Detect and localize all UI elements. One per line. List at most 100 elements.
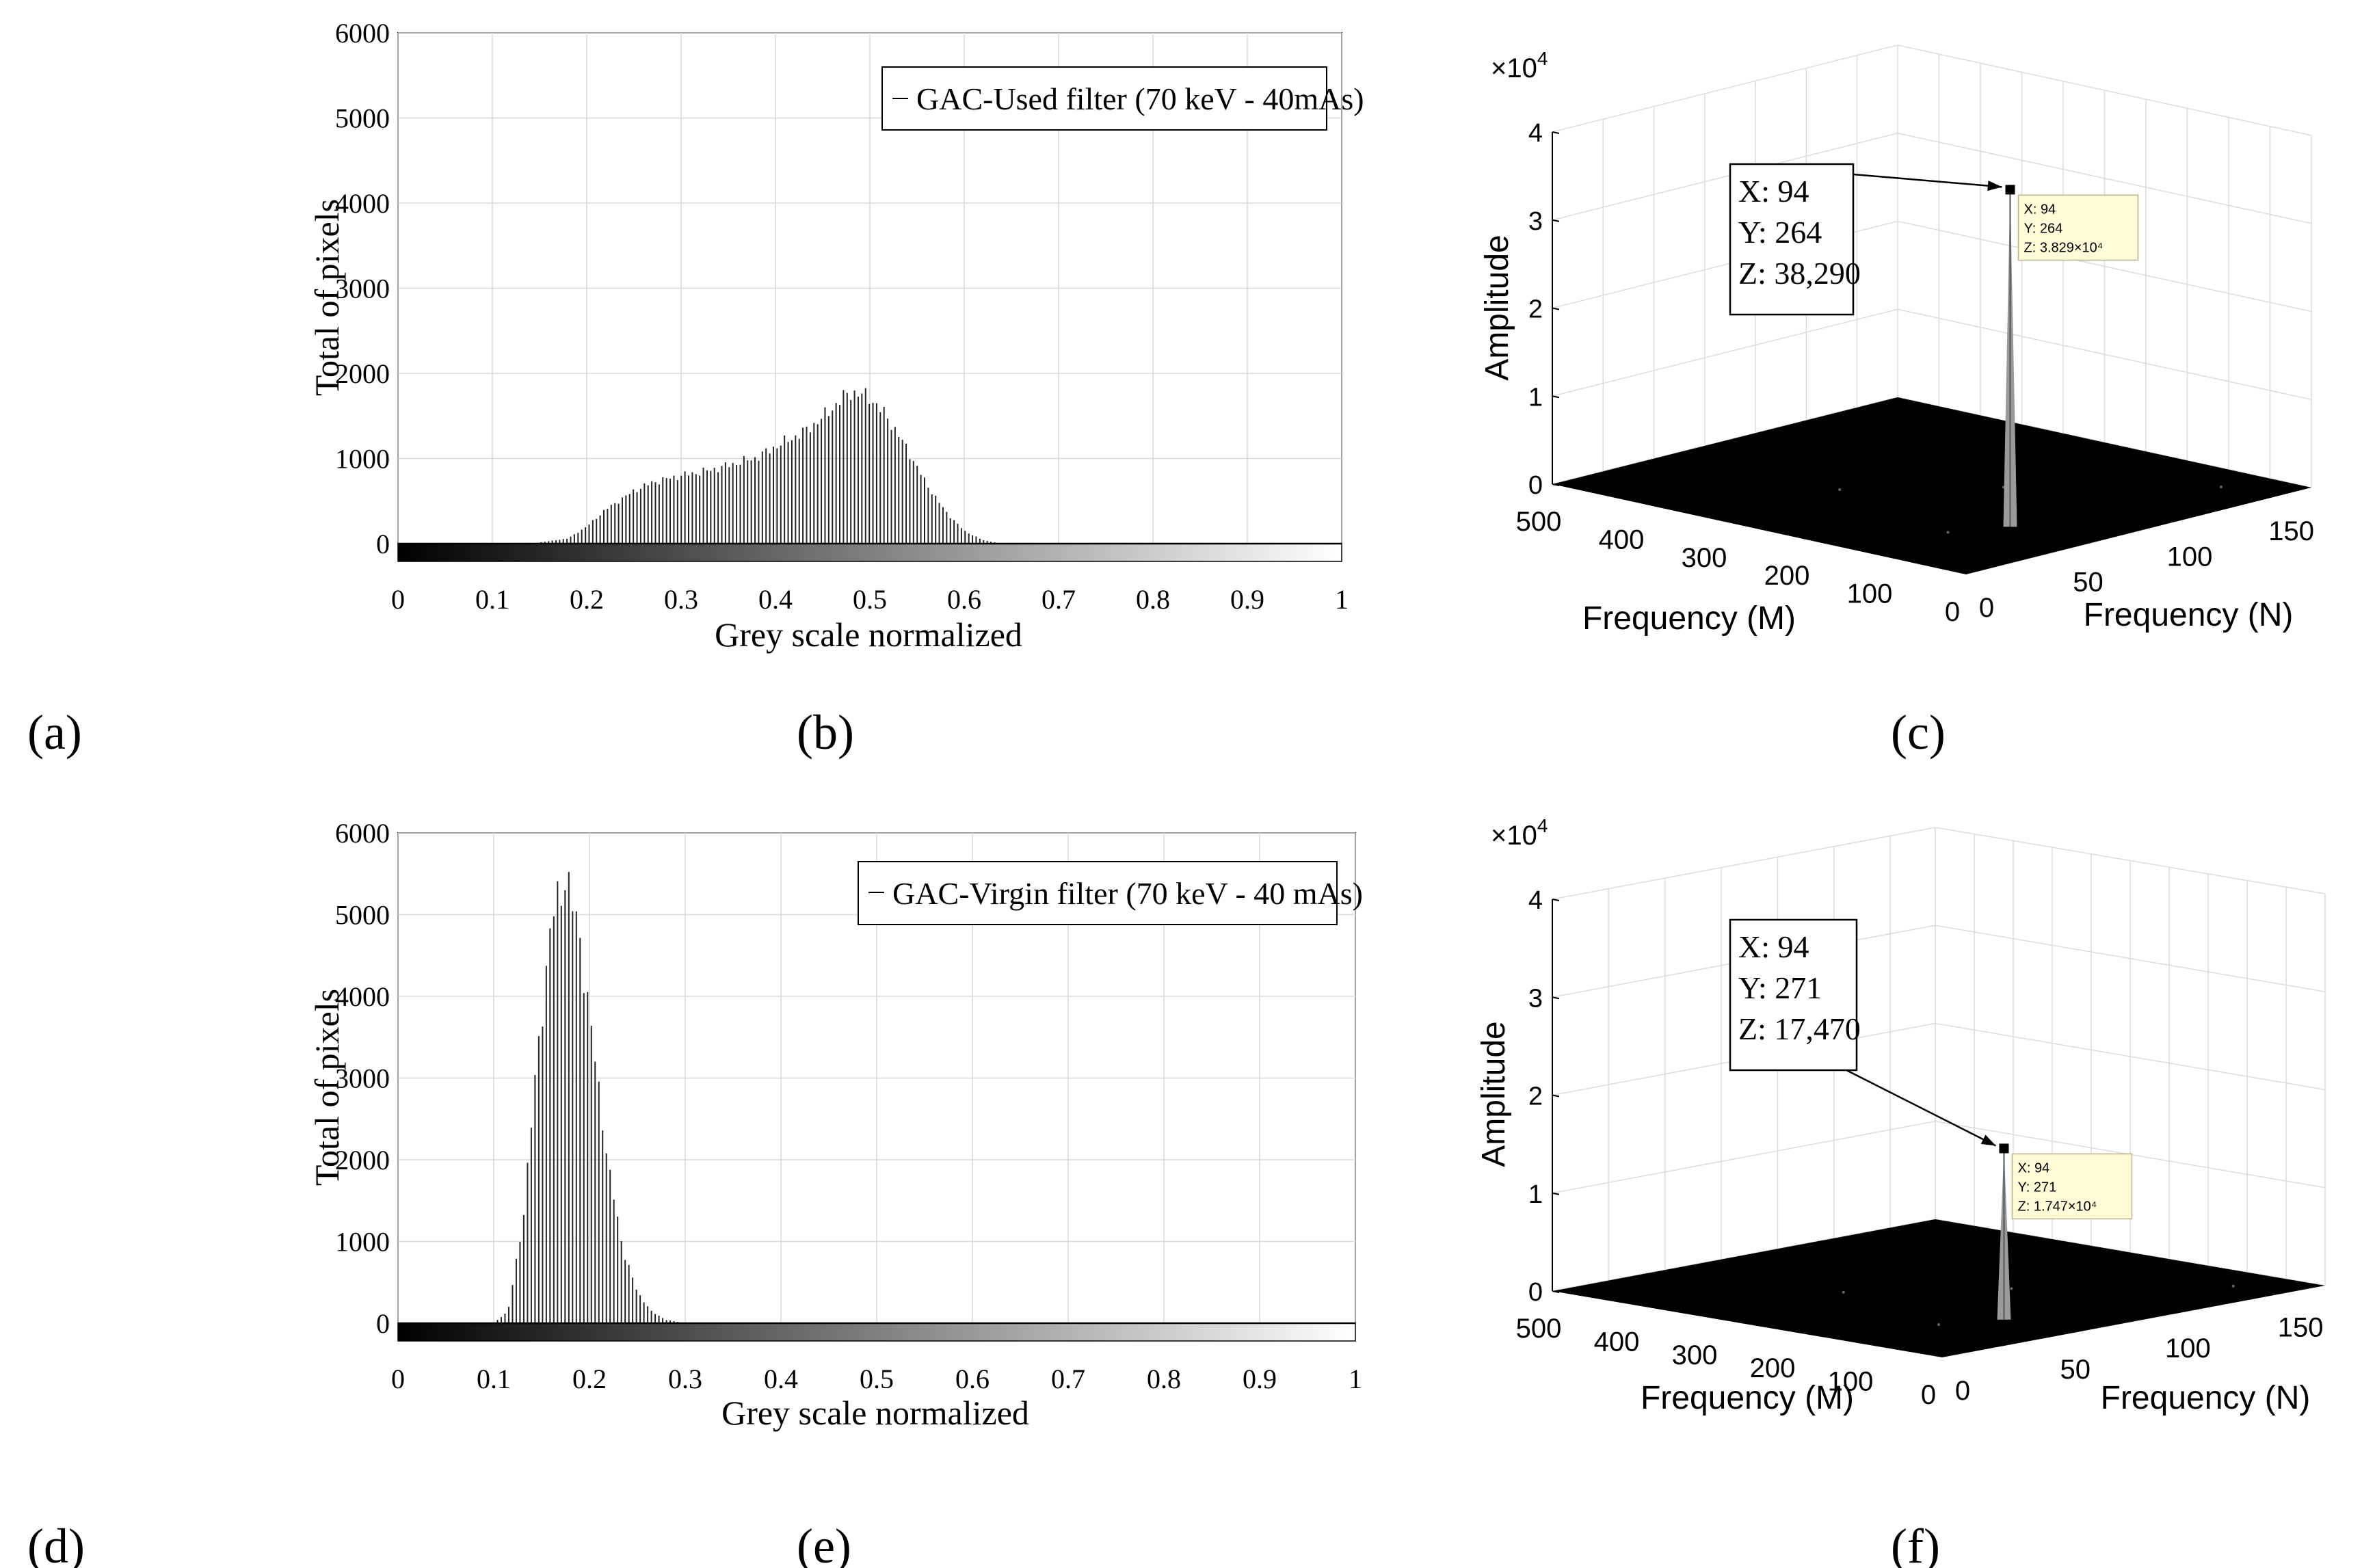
n-tick-label: 150 — [2278, 1312, 2324, 1342]
panel-label-f: (f) — [1891, 1519, 1940, 1568]
x-axis-label: Grey scale normalized — [715, 615, 1022, 654]
grid-line — [1552, 308, 1898, 397]
m-tick-label: 0 — [1945, 597, 1960, 627]
m-tick-label: 200 — [1750, 1353, 1796, 1383]
x-tick-label: 0.2 — [570, 584, 604, 615]
datatip-line: X: 94 — [2023, 202, 2056, 217]
z-axis-label: Amplitude — [1479, 235, 1515, 380]
m-tick-label: 200 — [1764, 561, 1810, 591]
y-tick-label: 3000 — [335, 1063, 390, 1094]
x-axis-label: Grey scale normalized — [721, 1394, 1029, 1432]
spectrum-3d-virgin-filter: X: 94 Y: 271 Z: 1.747×10⁴ X: 94 Y: 271 Z: 17,… — [1476, 815, 2326, 1416]
x-tick-label: 0.6 — [955, 1364, 990, 1394]
m-tick-label: 100 — [1828, 1367, 1874, 1397]
surface-speck — [1937, 1323, 1940, 1327]
annotation-box — [1729, 163, 1855, 316]
z-tick — [1552, 996, 1560, 1000]
y-axis-label: Total of pixels — [308, 199, 346, 396]
annotation-line: Y: 271 — [1738, 970, 1822, 1005]
n-tick-label: 150 — [2268, 516, 2314, 546]
x-tick-label: 0.1 — [475, 584, 509, 615]
z-tick — [1552, 307, 1560, 310]
annotation-arrow — [1853, 173, 2002, 188]
y-tick-label: 4000 — [335, 188, 390, 219]
arrow-head — [1987, 181, 2002, 191]
panel-label-e: (e) — [797, 1519, 851, 1568]
annotation: X: 94 Y: 264 Z: 38,290 — [1729, 163, 2002, 316]
datatip-box — [2011, 1153, 2133, 1220]
z-tick-label: 4 — [1528, 119, 1543, 148]
y-tick-labels: 0 1000 2000 3000 4000 5000 6000 — [335, 818, 390, 1339]
grid-line — [1897, 308, 2312, 400]
z-tick-label: 1 — [1528, 1180, 1543, 1209]
legend: GAC-Used filter (70 keV - 40mAs) — [881, 66, 1364, 131]
z-tick-label: 2 — [1528, 295, 1543, 324]
n-tick-label: 100 — [2167, 542, 2213, 572]
annotation-arrow — [1846, 1069, 1997, 1147]
spectrum-3d-used-filter: X: 94 Y: 264 Z: 3.829×10⁴ X: 94 Y: 264 Z: 38,… — [1479, 44, 2314, 637]
grid-line — [1552, 44, 1898, 133]
m-tick-labels: 0 100 200 300 400 500 — [1516, 507, 1961, 627]
y-tick-label: 5000 — [335, 900, 390, 931]
x-tick-label: 1 — [1349, 1364, 1362, 1394]
legend-box — [881, 66, 1327, 131]
grid-line — [1552, 133, 1898, 221]
z-multiplier-base: ×10 — [1491, 53, 1537, 83]
n-tick-labels: 0 50 100 150 — [1955, 1312, 2324, 1406]
z-tick — [1552, 899, 1560, 901]
datatip: X: 94 Y: 271 Z: 1.747×10⁴ — [2011, 1153, 2133, 1220]
annotation-line: Z: 38,290 — [1738, 256, 1861, 291]
m-tick-labels: 0 100 200 300 400 500 — [1516, 1314, 1937, 1410]
y-tick-label: 4000 — [335, 981, 390, 1012]
histogram-bars — [533, 388, 999, 544]
y-tick-label: 0 — [376, 529, 390, 559]
panel-label-b: (b) — [797, 705, 854, 760]
x-tick-label: 0.9 — [1243, 1364, 1277, 1394]
m-tick-label: 300 — [1682, 543, 1727, 573]
m-tick-label: 400 — [1594, 1327, 1640, 1357]
grid-line — [1897, 220, 2312, 313]
z-multiplier-exp: 4 — [1537, 815, 1548, 836]
x-tick-label: 0.3 — [664, 584, 698, 615]
legend-label: GAC-Used filter (70 keV - 40mAs) — [916, 81, 1364, 116]
m-tick-label: 500 — [1516, 507, 1562, 537]
z-tick — [1552, 1094, 1560, 1098]
z-tick-labels: 0 1 2 3 4 — [1528, 119, 1560, 500]
z-tick — [1552, 1290, 1560, 1293]
x-tick-label: 0.7 — [1051, 1364, 1085, 1394]
n-tick-label: 50 — [2073, 568, 2104, 598]
m-tick-label: 300 — [1672, 1340, 1718, 1370]
y-tick-label: 5000 — [335, 103, 390, 134]
peak-marker — [2005, 185, 2015, 195]
legend: GAC-Virgin filter (70 keV - 40 mAs) — [858, 861, 1363, 925]
annotation-line: X: 94 — [1738, 929, 1809, 964]
x-tick-label: 0 — [391, 584, 405, 615]
x-tick-label: 0.4 — [758, 584, 793, 615]
y-tick-label: 2000 — [335, 358, 390, 389]
x-tick-label: 0.3 — [668, 1364, 702, 1394]
z-tick-label: 2 — [1528, 1082, 1543, 1111]
panel-label-c: (c) — [1891, 705, 1946, 760]
x-tick-label: 0.8 — [1136, 584, 1170, 615]
y-tick-label: 0 — [376, 1308, 390, 1339]
grid-line — [1935, 827, 2326, 894]
z-multiplier-exp: 4 — [1537, 48, 1548, 69]
z-tick — [1552, 219, 1560, 222]
z-tick — [1552, 395, 1560, 399]
grid-line — [1935, 925, 2326, 992]
z-tick — [1552, 131, 1560, 134]
datatip-box — [2017, 194, 2139, 261]
grid-line — [1552, 827, 1936, 900]
x-tick-label: 0.5 — [860, 1364, 894, 1394]
greyscale-colorbar — [397, 1323, 1356, 1342]
x-tick-label: 0.6 — [947, 584, 981, 615]
annotation: X: 94 Y: 271 Z: 17,470 — [1729, 918, 1997, 1147]
datatip-line: Z: 1.747×10⁴ — [2017, 1199, 2097, 1214]
n-axis-label: Frequency (N) — [2101, 1380, 2311, 1416]
n-axis-label: Frequency (N) — [2084, 597, 2294, 633]
x-tick-label: 0.2 — [572, 1364, 607, 1394]
greyscale-colorbar — [397, 543, 1342, 562]
